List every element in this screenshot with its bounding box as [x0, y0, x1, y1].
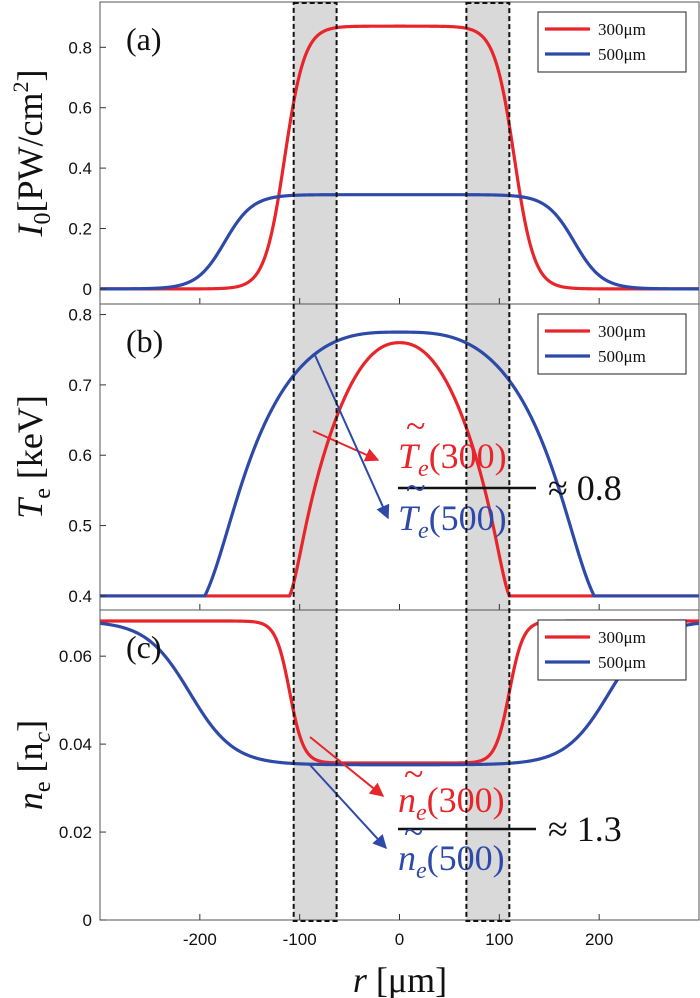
legend-entry: 300μm — [598, 628, 646, 647]
shaded-region-1 — [293, 304, 337, 610]
y-tick-label: 0.4 — [68, 587, 92, 606]
legend: 300μm 500μm — [537, 11, 687, 73]
x-tick-label: 0 — [395, 930, 404, 949]
shaded-region-2 — [466, 304, 510, 610]
y-tick-label: 0.4 — [68, 159, 92, 178]
legend-box — [537, 619, 687, 681]
series-line-300um — [99, 24, 700, 291]
panel-label: (c) — [126, 629, 162, 665]
panel-a: 0 0.2 0.4 0.6 0.8 (a) I0[PW/cm2] 300μm 500μm — [8, 1, 700, 305]
panel-b: 0.4 0.5 0.6 0.7 0.8 (b) Te [keV] 300μm 500μm Te(3… — [10, 303, 700, 611]
y-tick-label: 0 — [83, 280, 92, 299]
ratio-numerator: Te(300) — [398, 436, 507, 482]
x-tick-label: 100 — [485, 930, 513, 949]
y-tick-label: 0.06 — [59, 647, 92, 666]
series-line-500um — [99, 193, 700, 291]
y-tick-label: 0.2 — [68, 220, 92, 239]
y-tick-label: 0.7 — [68, 376, 92, 395]
x-tick-label: -100 — [283, 930, 317, 949]
y-axis-label: I0[PW/cm2] — [8, 70, 56, 238]
y-tick-label: 0.04 — [59, 735, 92, 754]
shaded-region-2 — [466, 2, 510, 304]
arrow-blue — [309, 764, 387, 850]
legend-entry: 300μm — [598, 322, 646, 341]
legend-entry: 500μm — [598, 45, 646, 64]
x-tick-label: 200 — [585, 930, 613, 949]
tilde-mark: ~ — [406, 406, 425, 446]
panel-c: 0 0.02 0.04 0.06 -200 -100 0 100 200 r [μm] (c) ne … — [10, 609, 700, 998]
arrow-blue — [313, 352, 390, 520]
y-tick-label: 0.6 — [68, 446, 92, 465]
legend-entry: 300μm — [598, 20, 646, 39]
y-tick-label: 0 — [83, 911, 92, 930]
panel-label: (b) — [126, 323, 163, 359]
y-tick-label: 0.5 — [68, 517, 92, 536]
y-axis-label: Te [keV] — [10, 395, 56, 519]
panel-label: (a) — [126, 21, 162, 57]
tilde-mark: ~ — [404, 812, 423, 852]
y-tick-label: 0.8 — [68, 306, 92, 325]
ratio-approx-value: ≈ 1.3 — [548, 809, 622, 849]
y-tick-label: 0.02 — [59, 823, 92, 842]
tilde-mark: ~ — [404, 754, 423, 794]
legend-box — [537, 11, 687, 73]
chart-panels: 00.20.40.60.8 (a)I0[PW/cm2]300μm500μm0.40… — [8, 1, 700, 998]
y-tick-label: 0.8 — [68, 38, 92, 57]
ratio-denominator: Te(500) — [398, 498, 507, 544]
legend-box — [537, 313, 687, 375]
legend: 300μm 500μm — [537, 619, 687, 681]
arrow-red — [309, 736, 385, 797]
ratio-approx-value: ≈ 0.8 — [548, 468, 622, 508]
arrow-red — [312, 430, 380, 462]
series-line-500um — [99, 621, 700, 767]
x-axis-label: r [μm] — [353, 960, 447, 998]
shaded-region-1 — [293, 2, 337, 304]
legend-entry: 500μm — [598, 653, 646, 672]
legend-entry: 500μm — [598, 347, 646, 366]
y-tick-label: 0.6 — [68, 99, 92, 118]
x-tick-label: -200 — [183, 930, 217, 949]
y-axis-label: ne [nc] — [10, 720, 56, 810]
tilde-mark: ~ — [406, 468, 425, 508]
series-line-500um — [99, 330, 700, 598]
legend: 300μm 500μm — [537, 313, 687, 375]
